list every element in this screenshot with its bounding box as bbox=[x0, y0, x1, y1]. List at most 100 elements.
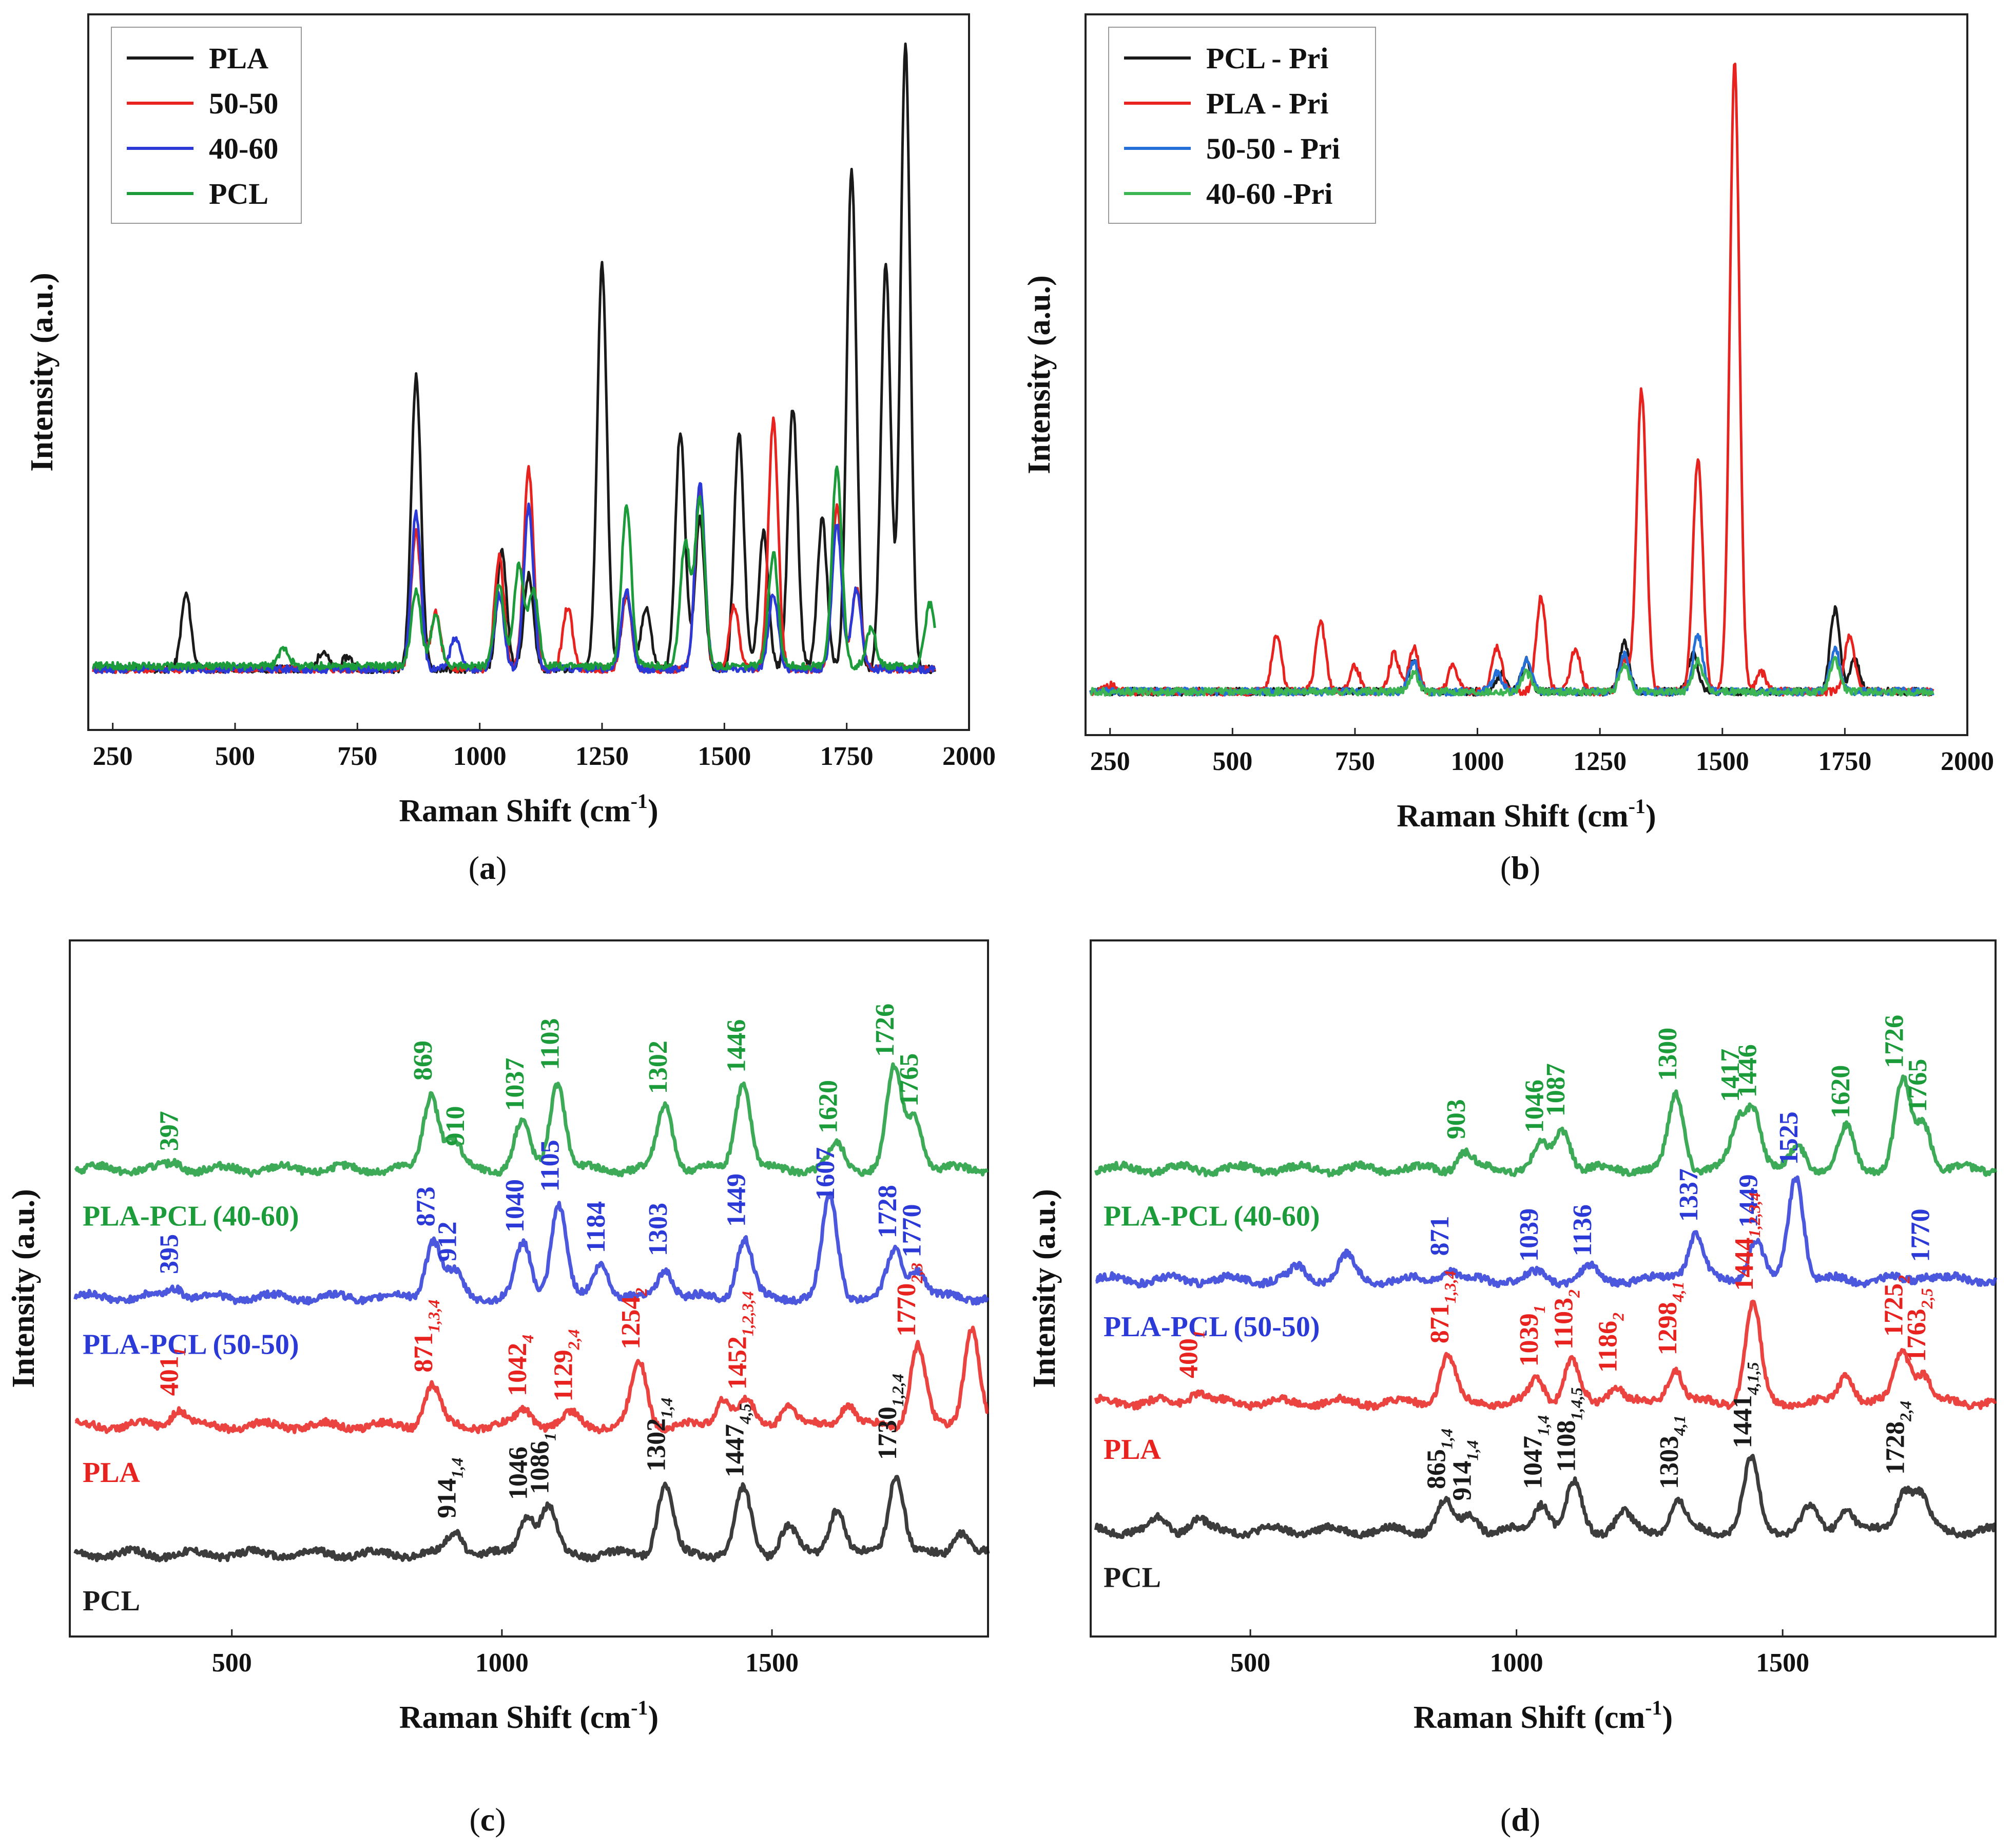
peak-label: 8651,4 bbox=[1422, 1429, 1456, 1489]
peak-label: 14474,5 bbox=[720, 1403, 754, 1477]
legend-label: 50-50 bbox=[209, 87, 278, 120]
y-axis-label: Intensity (a.u.) bbox=[25, 273, 60, 472]
peak-value: 1730 bbox=[873, 1407, 902, 1460]
legend-label: 40-60 bbox=[209, 132, 278, 165]
caption-close: ) bbox=[1530, 1801, 1540, 1838]
x-tick-label: 1000 bbox=[475, 1648, 529, 1678]
peak-subscript: 2 bbox=[632, 1288, 650, 1297]
peak-label: 1449 bbox=[722, 1173, 751, 1227]
plot-frame bbox=[1090, 939, 1997, 1638]
x-tick-label: 1750 bbox=[820, 742, 874, 771]
series-label: PLA bbox=[83, 1457, 141, 1489]
series-label: PCL bbox=[1104, 1562, 1161, 1594]
x-tick-label: 500 bbox=[215, 742, 255, 771]
peak-subscript: 2,5 bbox=[1918, 1288, 1936, 1309]
peak-value: 1129 bbox=[549, 1350, 578, 1401]
peak-label: 17282,4 bbox=[1881, 1401, 1915, 1475]
peak-value: 871 bbox=[1425, 1216, 1455, 1256]
peak-value: 1770 bbox=[897, 1204, 926, 1258]
peak-label: 10471,4 bbox=[1518, 1415, 1552, 1489]
peak-value: 1449 bbox=[1734, 1174, 1763, 1227]
series-line-50-50 bbox=[92, 416, 936, 675]
peak-subscript: 2 bbox=[1609, 1313, 1628, 1321]
peak-value: 1303 bbox=[1655, 1436, 1684, 1489]
peak-subscript: 1,4 bbox=[1534, 1415, 1552, 1436]
peak-value: 1441 bbox=[1728, 1395, 1757, 1448]
peak-value: 1042 bbox=[503, 1343, 532, 1396]
caption-letter: c bbox=[480, 1801, 495, 1838]
peak-label: 8711,3,4 bbox=[409, 1300, 443, 1373]
plot-frame bbox=[69, 939, 989, 1638]
peak-label: 910 bbox=[441, 1106, 470, 1146]
peak-value: 1725 bbox=[1880, 1283, 1909, 1337]
peak-label: 1726 bbox=[1880, 1015, 1909, 1068]
series-label: PLA-PCL (50-50) bbox=[1104, 1311, 1320, 1343]
x-tick-label: 1500 bbox=[1696, 747, 1749, 776]
caption-letter: b bbox=[1511, 850, 1530, 886]
peak-label: 912 bbox=[433, 1221, 462, 1261]
peak-label: 13021,4 bbox=[642, 1398, 676, 1472]
peak-label: 11032 bbox=[1550, 1289, 1583, 1350]
caption-close: ) bbox=[496, 850, 507, 886]
x-tick-label: 2000 bbox=[1941, 747, 1994, 776]
peak-value: 1446 bbox=[1733, 1044, 1762, 1098]
peak-value: 1303 bbox=[644, 1203, 673, 1256]
x-axis-label-close: ) bbox=[648, 1700, 659, 1735]
peak-label: 397 bbox=[154, 1111, 184, 1151]
peak-subscript: 2,4 bbox=[565, 1329, 583, 1350]
peak-subscript: 1,2,3,4 bbox=[739, 1291, 757, 1336]
series-line-pla-pcl-40-60- bbox=[1094, 1074, 1998, 1178]
peak-label: 1607 bbox=[811, 1147, 840, 1201]
legend-label: 40-60 -Pri bbox=[1206, 177, 1332, 210]
peak-label: 12542 bbox=[616, 1288, 650, 1350]
series-line-pcl bbox=[1094, 1454, 1997, 1539]
panel-d: 500 1000 1500 Raman Shift (cm-1) Intensity (… bbox=[1027, 939, 1998, 1838]
series-label: PCL bbox=[83, 1585, 140, 1617]
legend-label: PCL bbox=[209, 177, 268, 210]
peak-subscript: 1,3,4 bbox=[1441, 1270, 1459, 1303]
series-line-pla bbox=[1094, 1299, 1997, 1411]
peak-label: 1765 bbox=[1903, 1059, 1932, 1112]
x-tick-label: 250 bbox=[93, 742, 133, 771]
peak-label: 13034,1 bbox=[1655, 1415, 1689, 1489]
peak-label: 871 bbox=[1425, 1216, 1455, 1256]
peak-subscript: 1,4 bbox=[1438, 1429, 1456, 1449]
peak-value: 1452 bbox=[723, 1336, 752, 1390]
panel-c: 500 1000 1500 Raman Shift (cm-1) Intensity (… bbox=[6, 939, 990, 1838]
peak-label: 17301,2,4 bbox=[873, 1374, 907, 1460]
peak-value: 1620 bbox=[814, 1080, 843, 1133]
plot-frame bbox=[87, 13, 970, 731]
x-axis-label-close: ) bbox=[1662, 1700, 1673, 1735]
x-axis-label-sup: -1 bbox=[1645, 1696, 1662, 1719]
peak-label: 1103 bbox=[535, 1018, 565, 1070]
peak-label: 10424 bbox=[503, 1335, 537, 1396]
peak-value: 1300 bbox=[1653, 1028, 1682, 1081]
peak-label: 1136 bbox=[1568, 1204, 1597, 1256]
series-label: PLA-PCL (40-60) bbox=[1104, 1200, 1320, 1232]
peak-label: 1040 bbox=[500, 1179, 530, 1233]
peak-subscript: 1,4 bbox=[657, 1398, 676, 1418]
series-label: PLA bbox=[1104, 1434, 1162, 1466]
peak-value: 869 bbox=[409, 1041, 438, 1081]
panel-caption: (b) bbox=[1500, 850, 1540, 886]
legend-label: PLA bbox=[209, 42, 268, 75]
peak-label: 17702,3 bbox=[892, 1263, 926, 1337]
peak-subscript: 1,2,4 bbox=[888, 1374, 907, 1407]
peak-value: 1087 bbox=[1541, 1063, 1571, 1116]
series-line-pcl bbox=[92, 465, 936, 671]
x-axis-label: Raman Shift (cm-1) bbox=[1397, 795, 1656, 834]
peak-value: 914 bbox=[432, 1478, 461, 1518]
plot-frame bbox=[1085, 13, 1968, 736]
series-label: PLA-PCL (40-60) bbox=[83, 1200, 299, 1232]
peak-label: 10861 bbox=[525, 1433, 559, 1494]
x-axis-label-close: ) bbox=[1646, 799, 1656, 834]
peak-value: 1447 bbox=[720, 1424, 749, 1477]
peak-label: 1184 bbox=[582, 1201, 611, 1253]
peak-subscript: 1 bbox=[170, 1348, 188, 1356]
peak-label: 1302 bbox=[644, 1041, 673, 1094]
peak-label: 8711,3,4 bbox=[1425, 1270, 1459, 1343]
peak-label: 1046 bbox=[1520, 1080, 1550, 1133]
peak-value: 865 bbox=[1422, 1449, 1451, 1489]
peak-label: 14521,2,3,4 bbox=[723, 1291, 757, 1390]
x-axis-label: Raman Shift (cm-1) bbox=[399, 1696, 659, 1735]
